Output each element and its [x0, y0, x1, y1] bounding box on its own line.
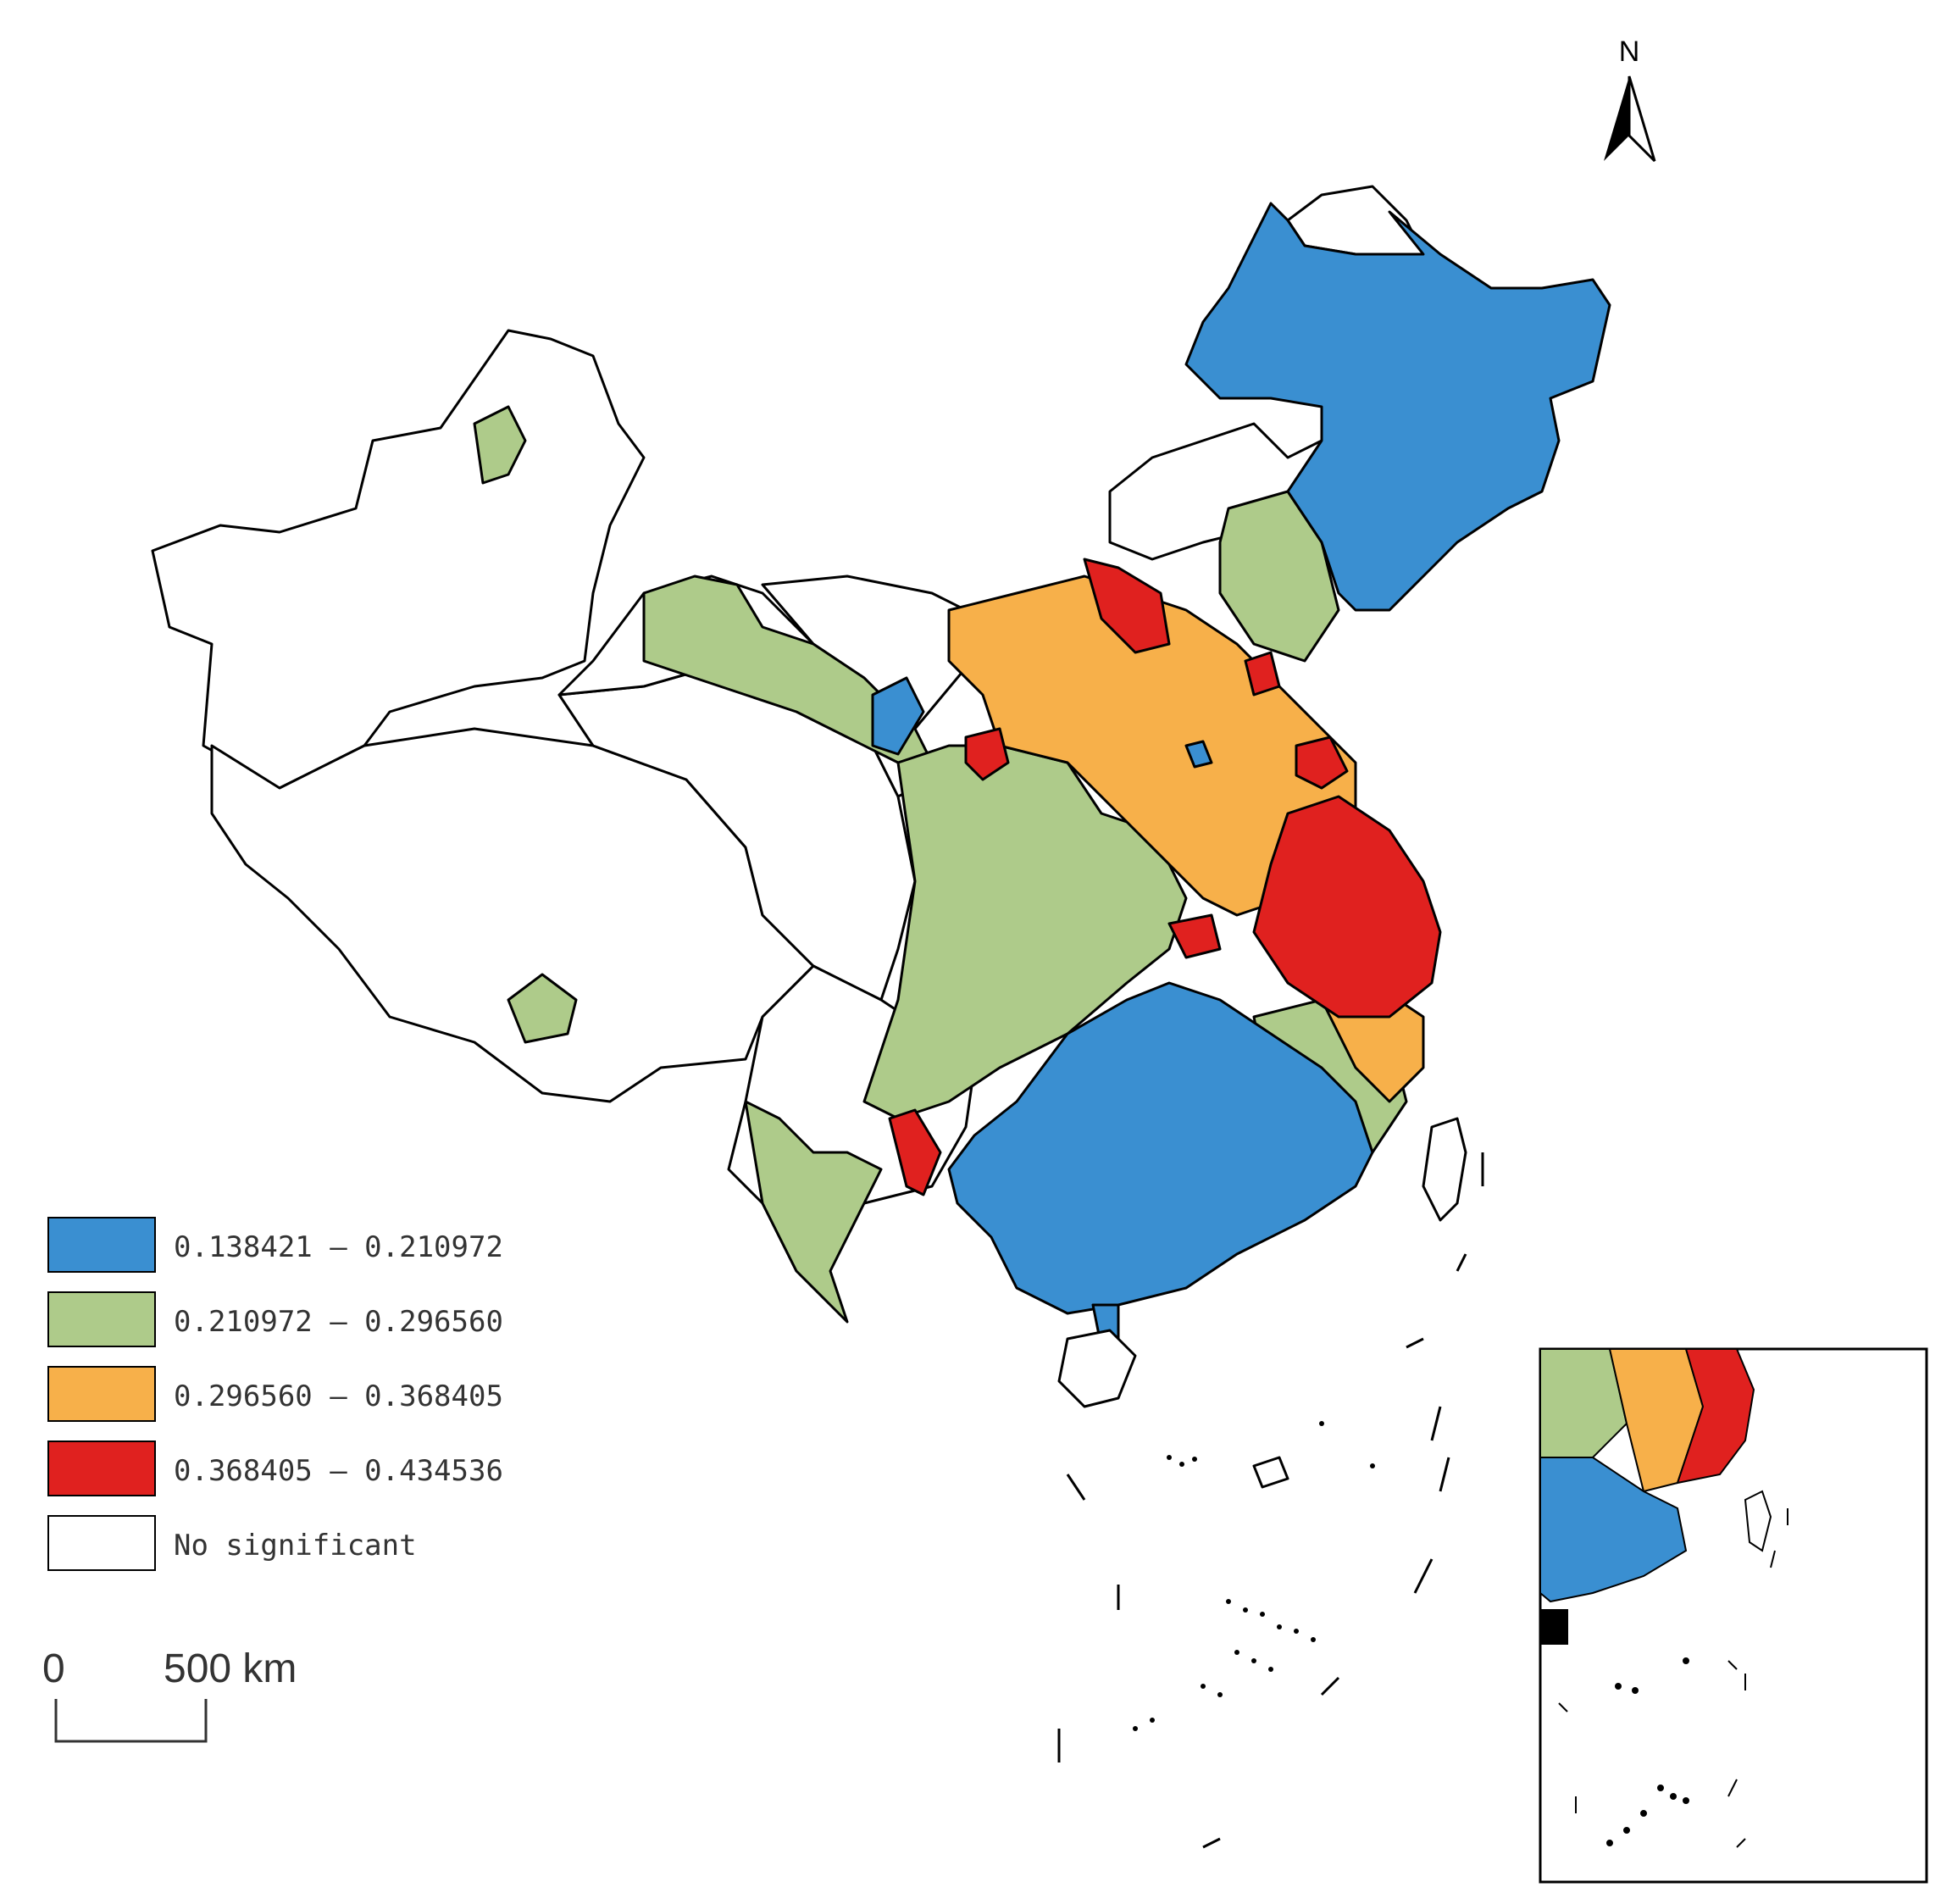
legend-label-2: 0.210972 — 0.296560: [174, 1305, 503, 1339]
legend-label-1: 0.138421 — 0.210972: [174, 1230, 503, 1264]
legend-label-5: No significant: [174, 1529, 417, 1563]
inset-region-hainan: [1540, 1609, 1568, 1645]
scale-bar: 0 500 km: [42, 1646, 297, 1743]
region-south-blue[interactable]: [947, 981, 1374, 1315]
scale-bar-end-label: 500 km: [164, 1646, 297, 1691]
north-arrow-label: N: [1619, 36, 1640, 68]
region-tibet[interactable]: [210, 727, 815, 1103]
region-taiwan[interactable]: [1422, 1117, 1467, 1222]
region-east-red[interactable]: [1252, 795, 1442, 1019]
region-tibet-green[interactable]: [507, 973, 578, 1044]
legend-swatch-4: [47, 1440, 156, 1496]
region-xinjiang-green[interactable]: [473, 405, 527, 485]
region-northeast-blue[interactable]: [1184, 202, 1611, 612]
region-north-red[interactable]: [1083, 558, 1171, 654]
inset-region-green: [1540, 1349, 1628, 1458]
region-gansu-blue[interactable]: [871, 676, 925, 756]
south-sea-dash-marks: [1057, 1152, 1484, 1849]
legend-item-1: 0.138421 — 0.210972: [47, 1217, 503, 1273]
inset-region-taiwan: [1744, 1490, 1772, 1552]
island-south-sea: [1252, 1456, 1289, 1489]
north-arrow: N: [1604, 36, 1656, 163]
legend-swatch-5: [47, 1515, 156, 1571]
region-central-blue[interactable]: [1184, 740, 1213, 769]
legend-swatch-2: [47, 1291, 156, 1347]
china-main-map: [151, 185, 1611, 1489]
region-xinjiang[interactable]: [151, 329, 646, 790]
scale-bar-start-label: 0: [42, 1646, 65, 1691]
region-yunnan-red[interactable]: [888, 1108, 942, 1196]
region-shandong-red[interactable]: [1295, 736, 1349, 790]
inset-map: [1539, 1347, 1928, 1884]
inset-region-blue: [1540, 1457, 1688, 1603]
north-arrow-icon: [1604, 76, 1629, 161]
region-shaanxi-red[interactable]: [964, 727, 1010, 781]
legend-item-2: 0.210972 — 0.296560: [47, 1291, 503, 1347]
south-sea-island-dots: [1133, 1421, 1375, 1731]
legend-swatch-3: [47, 1366, 156, 1422]
inset-island-dots: [1558, 1508, 1788, 1848]
region-beijing-red[interactable]: [1244, 651, 1281, 697]
region-southwest-green[interactable]: [744, 1100, 883, 1324]
legend-label-3: 0.296560 — 0.368405: [174, 1379, 503, 1413]
legend-label-4: 0.368405 — 0.434536: [174, 1454, 503, 1488]
inset-region-red: [1676, 1349, 1755, 1485]
region-hainan[interactable]: [1057, 1329, 1137, 1408]
region-heilongjiang-north[interactable]: [1286, 185, 1425, 256]
legend-item-4: 0.368405 — 0.434536: [47, 1440, 503, 1496]
legend-swatch-1: [47, 1217, 156, 1273]
legend: 0.138421 — 0.210972 0.210972 — 0.296560 …: [47, 1217, 503, 1571]
scale-bar-line: [54, 1699, 208, 1743]
legend-item-3: 0.296560 — 0.368405: [47, 1366, 503, 1422]
legend-item-5: No significant: [47, 1515, 417, 1571]
region-central-red[interactable]: [1167, 913, 1222, 959]
